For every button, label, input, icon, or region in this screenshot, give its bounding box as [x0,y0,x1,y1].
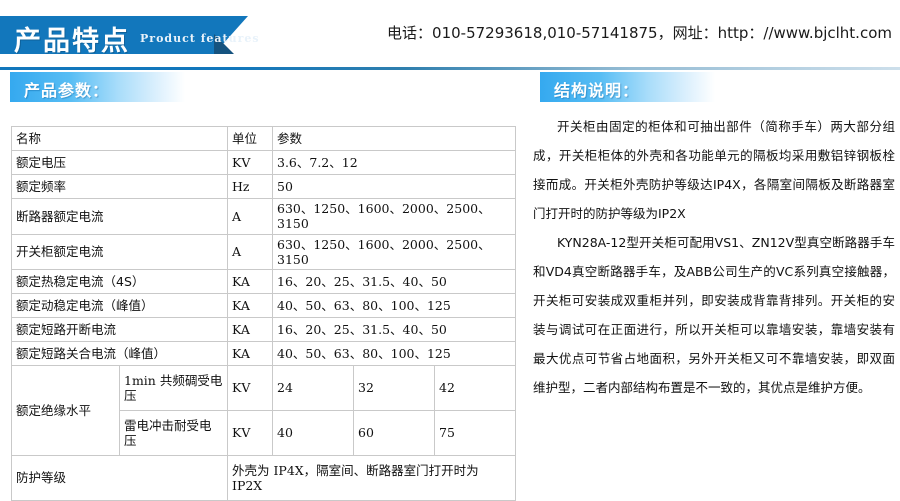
row-unit: KA [227,317,273,342]
insulation-value-1: 40 [272,410,354,456]
column-header-value: 参数 [272,126,516,151]
row-value: 16、20、25、31.5、40、50 [272,269,516,294]
parameters-table: 名称 单位 参数 额定电压 KV 3.6、7.2、12 额定频率 Hz 50 断… [11,126,516,501]
row-value: 40、50、63、80、100、125 [272,341,516,366]
row-value: 630、1250、1600、2000、2500、3150 [272,233,516,270]
row-unit: A [227,198,273,235]
banner-bar [0,16,214,54]
structure-description: 开关柜由固定的柜体和可抽出部件（简称手车）两大部分组成，开关柜柜体的外壳和各功能… [533,112,895,402]
protection-name: 防护等级 [11,455,228,501]
row-unit: Hz [227,174,273,199]
table-row: 开关柜额定电流 A 630、1250、1600、2000、2500、3150 [11,233,516,270]
row-value: 50 [272,174,516,199]
insulation-value-1: 24 [272,365,354,411]
table-row: 额定动稳定电流（峰值） KA 40、50、63、80、100、125 [11,293,516,318]
banner-title-cn: 产品特点 [14,26,130,57]
row-name: 额定热稳定电流（4S） [11,269,228,294]
table-row: 额定热稳定电流（4S） KA 16、20、25、31.5、40、50 [11,269,516,294]
table-row: 额定短路开断电流 KA 16、20、25、31.5、40、50 [11,317,516,342]
row-unit: KA [227,293,273,318]
row-unit: KV [227,150,273,175]
row-name: 开关柜额定电流 [11,233,228,270]
row-value: 40、50、63、80、100、125 [272,293,516,318]
table-row: 额定短路关合电流（峰值） KA 40、50、63、80、100、125 [11,341,516,366]
insulation-unit: KV [227,410,273,456]
table-row: 断路器额定电流 A 630、1250、1600、2000、2500、3150 [11,198,516,235]
insulation-value-3: 42 [434,365,516,411]
section-header-parameters: 产品参数： [10,72,185,102]
table-header-row: 名称 单位 参数 [11,126,516,151]
table-row-insulation-2: 雷电冲击耐受电压 KV 40 60 75 [12,410,516,456]
row-name: 额定电压 [11,150,228,175]
row-value: 3.6、7.2、12 [272,150,516,175]
column-header-unit: 单位 [227,126,273,151]
table-row-insulation-1: 额定绝缘水平 1min 共频碉受电压 KV 24 32 42 [11,365,516,456]
contact-info: 电话：010-57293618,010-57141875，网址：http：//w… [387,24,892,42]
insulation-sub-name: 1min 共频碉受电压 [119,365,228,411]
row-unit: KA [227,341,273,366]
column-header-name: 名称 [11,126,228,151]
insulation-value-2: 32 [353,365,435,411]
table-row-protection: 防护等级 外壳为 IP4X，隔室间、断路器室门打开时为 IP2X [11,455,516,501]
insulation-group-name: 额定绝缘水平 [11,365,120,456]
insulation-unit: KV [227,365,273,411]
description-paragraph-2: KYN28A-12型开关柜可配用VS1、ZN12V型真空断路器手车和VD4真空断… [533,235,895,395]
description-paragraph-1: 开关柜由固定的柜体和可抽出部件（简称手车）两大部分组成，开关柜柜体的外壳和各功能… [533,119,895,221]
section-header-structure-label: 结构说明： [554,81,640,100]
row-name: 额定动稳定电流（峰值） [11,293,228,318]
row-name: 额定短路开断电流 [11,317,228,342]
section-header-parameters-label: 产品参数： [24,81,110,100]
banner-divider [0,67,900,70]
row-unit: A [227,233,273,270]
row-value: 630、1250、1600、2000、2500、3150 [272,198,516,235]
page-banner: 产品特点 Product features 电话：010-57293618,01… [0,16,900,70]
row-name: 断路器额定电流 [11,198,228,235]
table-row: 额定频率 Hz 50 [11,174,516,199]
row-unit: KA [227,269,273,294]
insulation-value-2: 60 [353,410,435,456]
row-value: 16、20、25、31.5、40、50 [272,317,516,342]
row-name: 额定频率 [11,174,228,199]
insulation-sub-name: 雷电冲击耐受电压 [119,410,228,456]
banner-title-en: Product features [140,32,260,45]
parameters-table-body: 名称 单位 参数 额定电压 KV 3.6、7.2、12 额定频率 Hz 50 断… [11,126,516,501]
protection-value: 外壳为 IP4X，隔室间、断路器室门打开时为 IP2X [227,455,516,501]
row-name: 额定短路关合电流（峰值） [11,341,228,366]
banner-tail-accent-shape [214,34,234,54]
section-header-structure: 结构说明： [540,72,715,102]
table-row: 额定电压 KV 3.6、7.2、12 [11,150,516,175]
insulation-value-3: 75 [434,410,516,456]
